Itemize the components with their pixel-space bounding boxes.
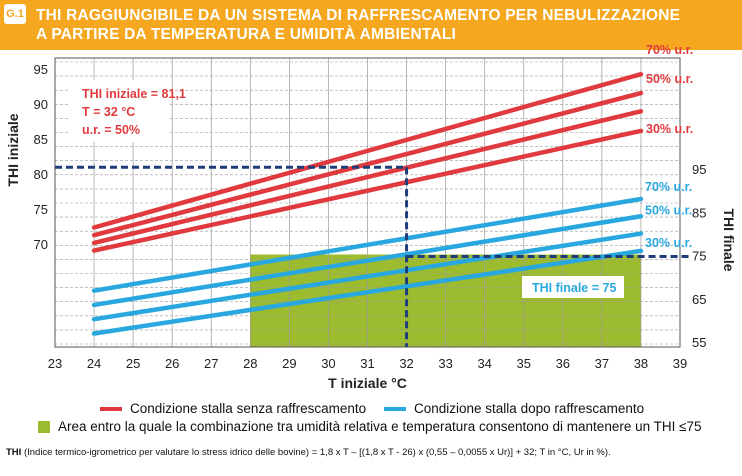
x-tick-label: 24 xyxy=(87,356,101,371)
x-tick-label: 30 xyxy=(321,356,335,371)
legend-item-blue: Condizione stalla dopo raffrescamento xyxy=(384,401,644,416)
x-tick-label: 26 xyxy=(165,356,179,371)
x-tick-label: 29 xyxy=(282,356,296,371)
x-tick-label: 28 xyxy=(243,356,257,371)
legend-item-red: Condizione stalla senza raffrescamento xyxy=(100,401,366,416)
blue-series-label: 30% u.r. xyxy=(645,236,692,250)
chart-title: THI RAGGIUNGIBILE DA UN SISTEMA DI RAFFR… xyxy=(36,7,681,43)
right-tick-label: 95 xyxy=(692,162,706,177)
final-box xyxy=(522,276,624,298)
x-tick-label: 39 xyxy=(673,356,687,371)
red-series-label: 50% u.r. xyxy=(646,72,693,86)
legend-green-swatch xyxy=(38,420,50,433)
x-tick-label: 31 xyxy=(360,356,374,371)
blue-series-line xyxy=(91,231,644,322)
left-tick-label: 75 xyxy=(34,202,48,217)
legend-green-label: Area entro la quale la combinazione tra … xyxy=(58,419,702,434)
initial-box-text: u.r. = 50% xyxy=(82,123,140,137)
x-tick-label: 34 xyxy=(477,356,491,371)
left-tick-label: 90 xyxy=(34,97,48,112)
left-tick-label: 85 xyxy=(34,132,48,147)
x-tick-label: 37 xyxy=(595,356,609,371)
x-tick-label: 25 xyxy=(126,356,140,371)
blue-series-label: 50% u.r. xyxy=(645,203,692,217)
blue-series-label: 70% u.r. xyxy=(645,180,692,194)
left-tick-label: 80 xyxy=(34,167,48,182)
right-tick-label: 85 xyxy=(692,205,706,220)
legend-red-label: Condizione stalla senza raffrescamento xyxy=(130,401,367,416)
legend-blue-swatch xyxy=(384,406,406,411)
left-tick-label: 70 xyxy=(34,237,48,252)
legend-item-green: Area entro la quale la combinazione tra … xyxy=(38,419,702,434)
red-series-label: 30% u.r. xyxy=(646,122,693,136)
footnote: THI (Indice termico-igrometrico per valu… xyxy=(6,447,611,458)
x-tick-label: 33 xyxy=(438,356,452,371)
red-series-line xyxy=(91,128,644,253)
footnote-text: (Indice termico-igrometrico per valutare… xyxy=(21,447,611,458)
final-box-text: THI finale = 75 xyxy=(532,281,616,295)
blue-series-line xyxy=(91,196,644,293)
right-tick-label: 55 xyxy=(692,335,706,350)
x-tick-label: 23 xyxy=(48,356,62,371)
x-tick-label: 27 xyxy=(204,356,218,371)
x-tick-label: 36 xyxy=(556,356,570,371)
figure-header: G.1 THI RAGGIUNGIBILE DA UN SISTEMA DI R… xyxy=(0,0,742,50)
footnote-bold: THI xyxy=(6,447,22,458)
blue-series-line xyxy=(91,214,644,308)
left-tick-label: 95 xyxy=(34,62,48,77)
red-series-label: 70% u.r. xyxy=(646,43,693,57)
red-series-line xyxy=(91,109,644,246)
initial-box xyxy=(70,80,168,142)
blue-series-line xyxy=(91,248,644,336)
red-series-line xyxy=(91,90,644,238)
red-series-line xyxy=(91,71,644,230)
figure-badge: G.1 xyxy=(4,4,26,24)
x-axis-label: T iniziale °C xyxy=(328,375,407,391)
right-axis-label: THI finale xyxy=(721,208,737,271)
x-tick-label: 32 xyxy=(399,356,413,371)
legend-red-swatch xyxy=(100,406,122,411)
legend-blue-label: Condizione stalla dopo raffrescamento xyxy=(414,401,645,416)
initial-box-text: THI iniziale = 81,1 xyxy=(82,87,186,101)
x-tick-label: 38 xyxy=(634,356,648,371)
x-tick-label: 35 xyxy=(517,356,531,371)
plot-frame xyxy=(54,57,681,348)
initial-box-text: T = 32 °C xyxy=(82,105,135,119)
left-axis-label: THI iniziale xyxy=(5,113,21,186)
right-tick-label: 65 xyxy=(692,292,706,307)
right-tick-label: 75 xyxy=(692,249,706,264)
